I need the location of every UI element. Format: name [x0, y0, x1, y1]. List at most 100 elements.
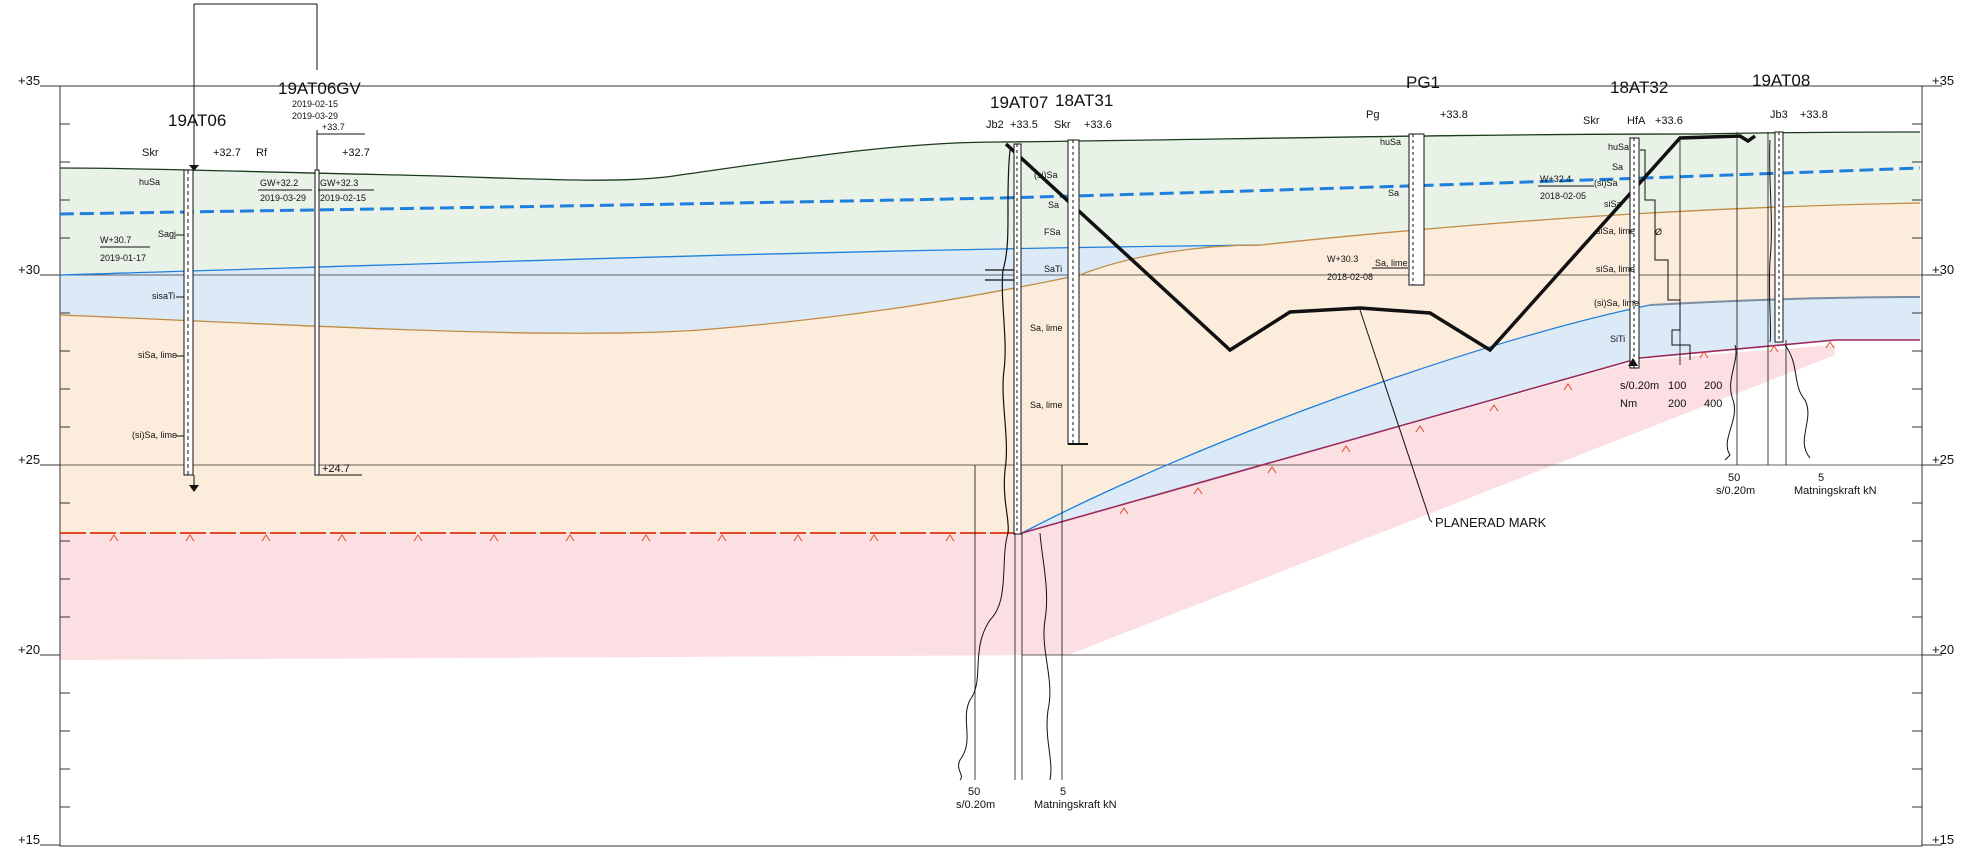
- water-level-label: W+32.4: [1540, 174, 1571, 184]
- borehole-18AT32: 18AT32 Skr HfA +33.6 huSa Sa (si)Sa siSa…: [1538, 78, 1722, 410]
- layer-label: Sa: [1388, 188, 1399, 198]
- layer-note: Ø: [1655, 227, 1662, 237]
- silt-boundary-line: [1021, 304, 1651, 534]
- plot-tick: 50: [1728, 472, 1740, 484]
- section-frame: [59, 85, 1923, 847]
- elevation-label-right: +15: [1932, 832, 1954, 847]
- elevation-label-right: +35: [1932, 73, 1954, 88]
- layer-label: Sagj: [158, 229, 176, 239]
- water-level-date: 2019-01-17: [100, 253, 146, 263]
- layer-label: huSa: [1608, 142, 1629, 152]
- borehole-id: PG1: [1406, 73, 1440, 92]
- elevation-label-left: +15: [18, 832, 40, 847]
- layer-label: (si)Sa: [1594, 178, 1618, 188]
- gw-date-left: 2019-03-29: [260, 193, 306, 203]
- borehole-18AT31: 18AT31 Skr +33.6 (si)Sa Sa FSa SaTi Sa, …: [1030, 91, 1117, 811]
- rock-layer-fill: [60, 345, 1835, 660]
- borehole-method: Jb2: [986, 119, 1004, 131]
- table-cell: 400: [1704, 398, 1722, 410]
- plot-tick: 50: [968, 786, 980, 798]
- borehole-level: +33.6: [1655, 115, 1683, 127]
- borehole-level: +33.6: [1084, 119, 1112, 131]
- borehole-method: Skr: [142, 147, 159, 159]
- borehole-method: Rf: [256, 147, 268, 159]
- layer-label: Sa, lime: [1375, 258, 1408, 268]
- elevation-label-right: +30: [1932, 262, 1954, 277]
- borehole-id: 19AT06GV: [278, 79, 362, 98]
- groundwater-line: [59, 166, 1921, 216]
- topsoil-layer-fill: [60, 132, 1920, 275]
- plot-unit: Matningskraft kN: [1034, 799, 1117, 811]
- sand-boundary-line: [59, 244, 1261, 276]
- elevation-label-left: +20: [18, 642, 40, 657]
- water-level-date: 2018-02-08: [1327, 272, 1373, 282]
- elevation-label-left: +25: [18, 452, 40, 467]
- elevation-label-left: +35: [18, 73, 40, 88]
- layer-label: (si)Sa: [1034, 170, 1058, 180]
- rock-surface-sloped: [1021, 339, 1920, 534]
- layer-label: sisaTi: [152, 291, 175, 301]
- clay-boundary-line: [59, 202, 1921, 334]
- planned-grade-leader: [1359, 309, 1431, 521]
- gw-level-right: GW+32.3: [320, 178, 358, 188]
- borehole-method: Jb3: [1770, 109, 1788, 121]
- layer-label: Sa: [1612, 162, 1623, 172]
- borehole-level: +32.7: [213, 147, 241, 159]
- borehole-level: +32.7: [342, 147, 370, 159]
- borehole-19AT06: 19AT06 Skr +32.7 huSa Sagj sisaTi siSa, …: [100, 3, 317, 492]
- elevation-label-right: +25: [1932, 452, 1954, 467]
- water-level-date: 2018-02-05: [1540, 191, 1586, 201]
- ground-surface-line: [59, 131, 1921, 181]
- measure-date: 2019-02-15: [292, 99, 338, 109]
- silt-layer-fill: [60, 203, 1920, 533]
- table-cell: 100: [1668, 380, 1686, 392]
- layer-label: siSa, lime: [138, 350, 177, 360]
- borehole-id: 19AT06: [168, 111, 226, 130]
- plot-tick: 5: [1060, 786, 1066, 798]
- borehole-19AT07: 19AT07 Jb2 +33.5 50 s/0.20m: [956, 93, 1048, 811]
- layer-label: huSa: [139, 177, 160, 187]
- borehole-level: +33.8: [1440, 109, 1468, 121]
- planned-grade-line: [1004, 134, 1757, 353]
- borehole-PG1: PG1 Pg +33.8 huSa Sa Sa, lime W+30.3 201…: [1327, 73, 1468, 286]
- layer-label: Sa: [1048, 200, 1059, 210]
- table-cell: 200: [1704, 380, 1722, 392]
- layer-label: (si)Sa, lime: [132, 430, 177, 440]
- borehole-level: +33.5: [1010, 119, 1038, 131]
- layer-label: SaTi: [1044, 264, 1062, 274]
- gw-level-left: GW+32.2: [260, 178, 298, 188]
- borehole-id: 18AT31: [1055, 91, 1113, 110]
- plot-unit: s/0.20m: [956, 799, 995, 811]
- water-level-label: W+30.3: [1327, 254, 1358, 264]
- rock-hatch-marks: [109, 341, 1835, 542]
- borehole-method: Skr: [1054, 119, 1071, 131]
- silt-boundary-right: [1649, 296, 1921, 306]
- layer-label: siSa, lime: [1596, 264, 1635, 274]
- borehole-19AT08: 19AT08 Jb3 +33.8 50 s/0.20m 5 Matningskr…: [1716, 71, 1877, 497]
- layer-label: huSa: [1380, 137, 1401, 147]
- gw-date-right: 2019-02-15: [320, 193, 366, 203]
- borehole-id: 19AT08: [1752, 71, 1810, 90]
- elevation-ticks: [40, 85, 1942, 846]
- table-cell: s/0.20m: [1620, 380, 1659, 392]
- borehole-19AT06GV: 19AT06GV 2019-02-15 2019-03-29 +33.7 Rf …: [256, 4, 374, 476]
- borehole-method: Pg: [1366, 109, 1379, 121]
- layer-label: siSa, lime: [1596, 226, 1635, 236]
- layer-label: FSa: [1044, 227, 1061, 237]
- layer-label: siSa: [1604, 199, 1622, 209]
- sand-layer-fill: [60, 245, 1260, 334]
- measure-date: 2019-03-29: [292, 111, 338, 121]
- table-cell: Nm: [1620, 398, 1637, 410]
- table-cell: 200: [1668, 398, 1686, 410]
- plot-unit: s/0.20m: [1716, 485, 1755, 497]
- elevation-label-left: +30: [18, 262, 40, 277]
- sand-lower-fill: [1022, 297, 1920, 533]
- borehole-method-2: HfA: [1627, 115, 1646, 127]
- borehole-method: Skr: [1583, 115, 1600, 127]
- plot-tick: 5: [1818, 472, 1824, 484]
- planned-grade-label: PLANERAD MARK: [1435, 515, 1547, 530]
- plot-unit: Matningskraft kN: [1794, 485, 1877, 497]
- water-level-label: W+30.7: [100, 235, 131, 245]
- layer-label: Sa, lime: [1030, 400, 1063, 410]
- borehole-id: 18AT32: [1610, 78, 1668, 97]
